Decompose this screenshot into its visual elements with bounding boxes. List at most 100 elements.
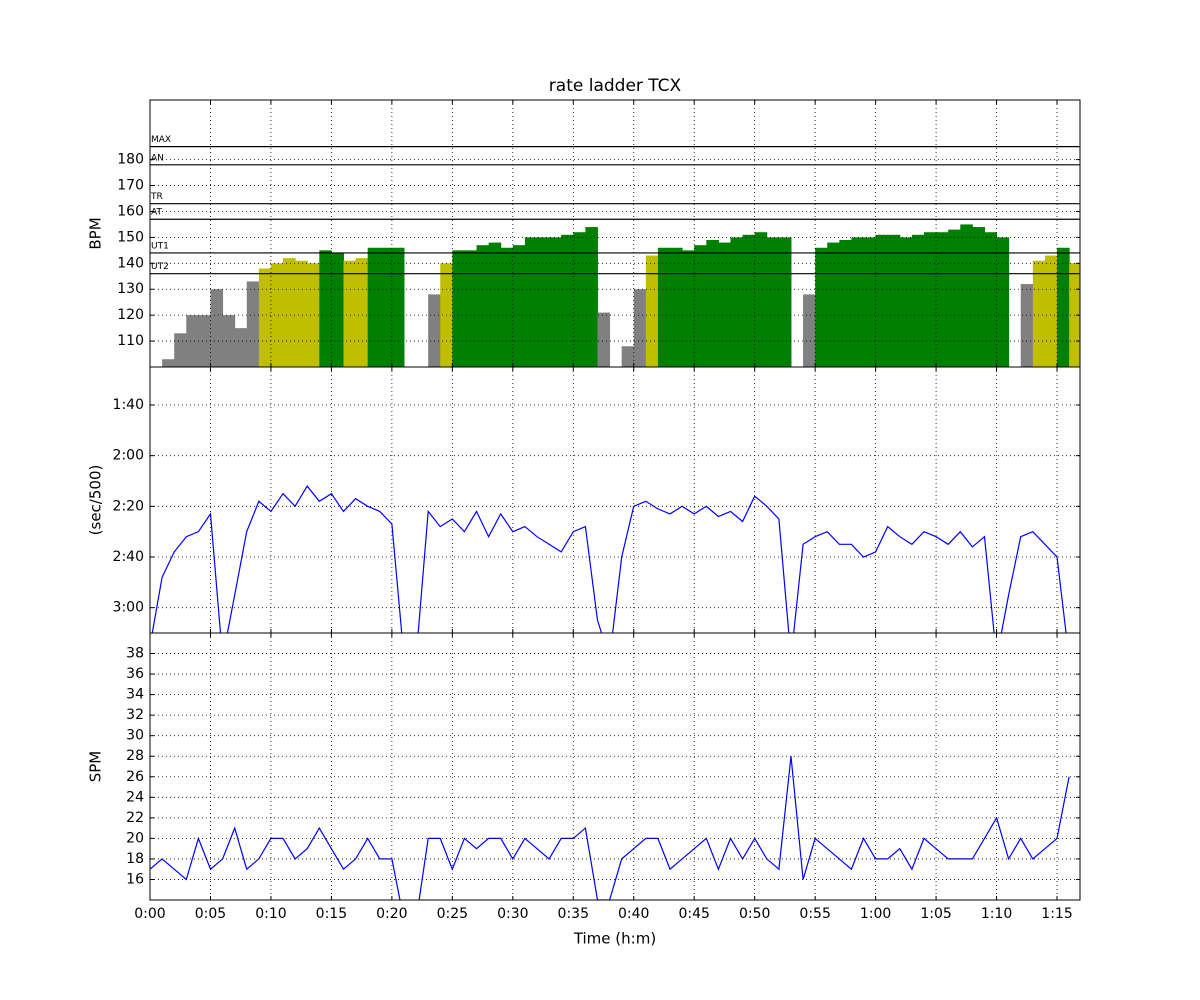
hr-bar bbox=[863, 237, 877, 367]
y-tick-label: 2:40 bbox=[113, 549, 144, 565]
hr-bar bbox=[162, 359, 175, 367]
y-tick-label: 22 bbox=[126, 810, 144, 826]
hr-bar bbox=[633, 289, 647, 367]
hr-bar bbox=[621, 346, 635, 367]
y-tick-label: 170 bbox=[117, 178, 144, 194]
hr-bar bbox=[355, 258, 369, 367]
y-axis-label: BPM bbox=[87, 217, 105, 249]
x-tick-label: 0:55 bbox=[799, 906, 830, 922]
hr-bar bbox=[911, 234, 925, 367]
hr-bar bbox=[246, 281, 260, 367]
plot-area bbox=[151, 485, 1067, 633]
hr-bar bbox=[500, 247, 514, 367]
y-tick-label: 110 bbox=[117, 333, 144, 349]
hr-bar bbox=[561, 234, 574, 367]
hr-bar bbox=[887, 234, 901, 367]
hr-bar bbox=[948, 229, 961, 367]
hr-bar bbox=[307, 263, 320, 367]
series-line bbox=[150, 756, 1070, 900]
y-tick-label: 36 bbox=[126, 666, 144, 682]
zone-label: TR bbox=[150, 192, 163, 202]
hr-bar bbox=[234, 328, 248, 367]
hr-bar bbox=[670, 247, 683, 367]
y-tick-label: 38 bbox=[126, 646, 144, 662]
x-tick-label: 0:10 bbox=[255, 906, 286, 922]
hr-bar bbox=[367, 247, 381, 367]
hr-bar bbox=[694, 245, 707, 367]
y-tick-label: 24 bbox=[126, 789, 144, 805]
hr-bar bbox=[657, 247, 671, 367]
y-tick-label: 2:00 bbox=[113, 448, 144, 464]
hr-bar bbox=[488, 242, 502, 367]
hr-bar bbox=[1044, 255, 1058, 367]
y-tick-label: 120 bbox=[117, 307, 144, 323]
plot-area bbox=[162, 224, 1080, 367]
zone-label: UT1 bbox=[151, 241, 169, 251]
y-tick-label: 130 bbox=[117, 281, 144, 297]
x-tick-label: 1:05 bbox=[920, 906, 951, 922]
y-tick-label: 3:00 bbox=[113, 600, 144, 616]
x-axis-label: Time (h:m) bbox=[573, 930, 656, 948]
axes-frame bbox=[149, 632, 1081, 901]
hr-bar bbox=[754, 232, 768, 367]
y-tick-label: 180 bbox=[117, 152, 144, 168]
zone-label: AT bbox=[151, 208, 162, 218]
y-tick-label: 28 bbox=[126, 748, 144, 764]
hr-bar bbox=[815, 247, 828, 367]
hr-bar bbox=[597, 312, 611, 367]
hr-bar bbox=[984, 232, 998, 367]
hr-bar bbox=[270, 263, 284, 367]
zone-label: MAX bbox=[151, 135, 171, 145]
hr-bar bbox=[186, 315, 199, 367]
x-tick-label: 0:40 bbox=[618, 906, 649, 922]
hr-bar bbox=[730, 237, 744, 367]
hr-bar bbox=[923, 232, 937, 367]
y-tick-label: 150 bbox=[117, 229, 144, 245]
x-tick-label: 0:25 bbox=[437, 906, 468, 922]
hr-bar bbox=[210, 289, 224, 367]
y-tick-label: 30 bbox=[126, 728, 144, 744]
x-tick-label: 0:15 bbox=[316, 906, 347, 922]
hr-bar bbox=[1020, 284, 1034, 367]
hr-bar bbox=[512, 245, 526, 367]
hr-bar bbox=[996, 237, 1010, 367]
hr-bar bbox=[174, 333, 187, 367]
x-tick-label: 1:10 bbox=[981, 906, 1012, 922]
hr-bar bbox=[851, 237, 865, 367]
y-axis-label: (sec/500) bbox=[87, 465, 105, 536]
hr-bar bbox=[428, 294, 441, 367]
zone-label: AN bbox=[151, 153, 164, 163]
hr-bar bbox=[283, 258, 296, 367]
hr-bar bbox=[379, 247, 393, 367]
x-tick-label: 0:20 bbox=[376, 906, 407, 922]
hr-bar bbox=[536, 237, 550, 367]
hr-bar bbox=[899, 237, 913, 367]
hr-bar bbox=[875, 234, 889, 367]
hr-bar bbox=[524, 237, 538, 367]
y-tick-label: 32 bbox=[126, 707, 144, 723]
hr-bar bbox=[1032, 260, 1046, 367]
hr-bar bbox=[198, 315, 211, 367]
y-tick-label: 34 bbox=[126, 687, 144, 703]
hr-bar bbox=[766, 237, 780, 367]
hr-bar bbox=[803, 294, 816, 367]
y-tick-label: 160 bbox=[117, 203, 144, 219]
x-tick-label: 1:00 bbox=[860, 906, 891, 922]
zone-label: UT2 bbox=[151, 262, 169, 272]
x-tick-label: 0:05 bbox=[195, 906, 226, 922]
x-tick-label: 0:50 bbox=[739, 906, 770, 922]
y-tick-label: 16 bbox=[126, 871, 144, 887]
hr-bar bbox=[645, 255, 659, 367]
hr-bar bbox=[718, 242, 731, 367]
hr-bar bbox=[391, 247, 405, 367]
y-tick-label: 140 bbox=[117, 255, 144, 271]
hr-bar bbox=[319, 250, 332, 367]
hr-bar bbox=[742, 234, 756, 367]
hr-bar bbox=[549, 237, 562, 367]
hr-bar bbox=[839, 239, 852, 367]
hr-bar bbox=[972, 227, 985, 367]
hr-bar bbox=[778, 237, 792, 367]
hr-bar bbox=[960, 224, 973, 367]
hr-bar bbox=[258, 268, 272, 367]
